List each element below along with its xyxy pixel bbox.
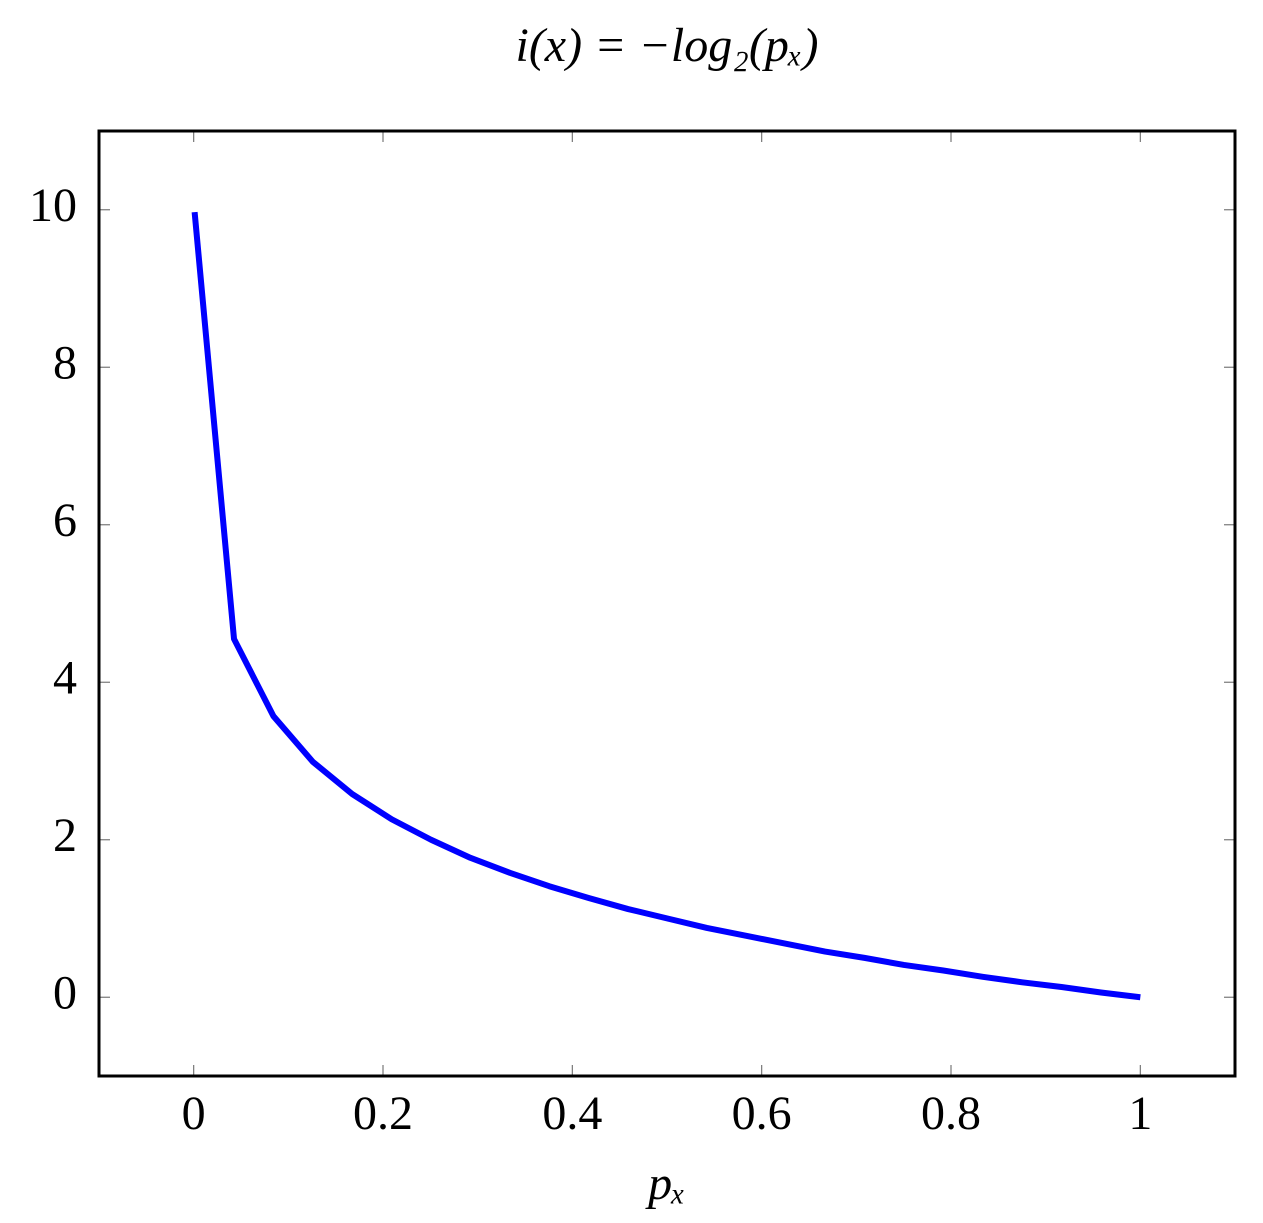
y-tick-label: 2 (53, 809, 77, 862)
x-tick-label: 1 (1128, 1087, 1152, 1140)
x-tick-label: 0 (182, 1087, 206, 1140)
y-tick-label: 6 (53, 494, 77, 547)
y-tick-label: 4 (53, 651, 77, 704)
x-tick-label: 0.2 (353, 1087, 413, 1140)
chart-title: i(x) = −log₂(pₓ) (515, 19, 818, 72)
x-tick-label: 0.6 (732, 1087, 792, 1140)
y-tick-label: 10 (29, 179, 77, 232)
line (191, 211, 1141, 1001)
x-tick-label: 0.4 (542, 1087, 602, 1140)
x-tick-label: 0.8 (921, 1087, 981, 1140)
plot-frame (97, 129, 1237, 1078)
x-axis-label: pₓ (645, 1157, 686, 1210)
y-tick-label: 8 (53, 336, 77, 389)
y-tick-label: 0 (53, 966, 77, 1019)
